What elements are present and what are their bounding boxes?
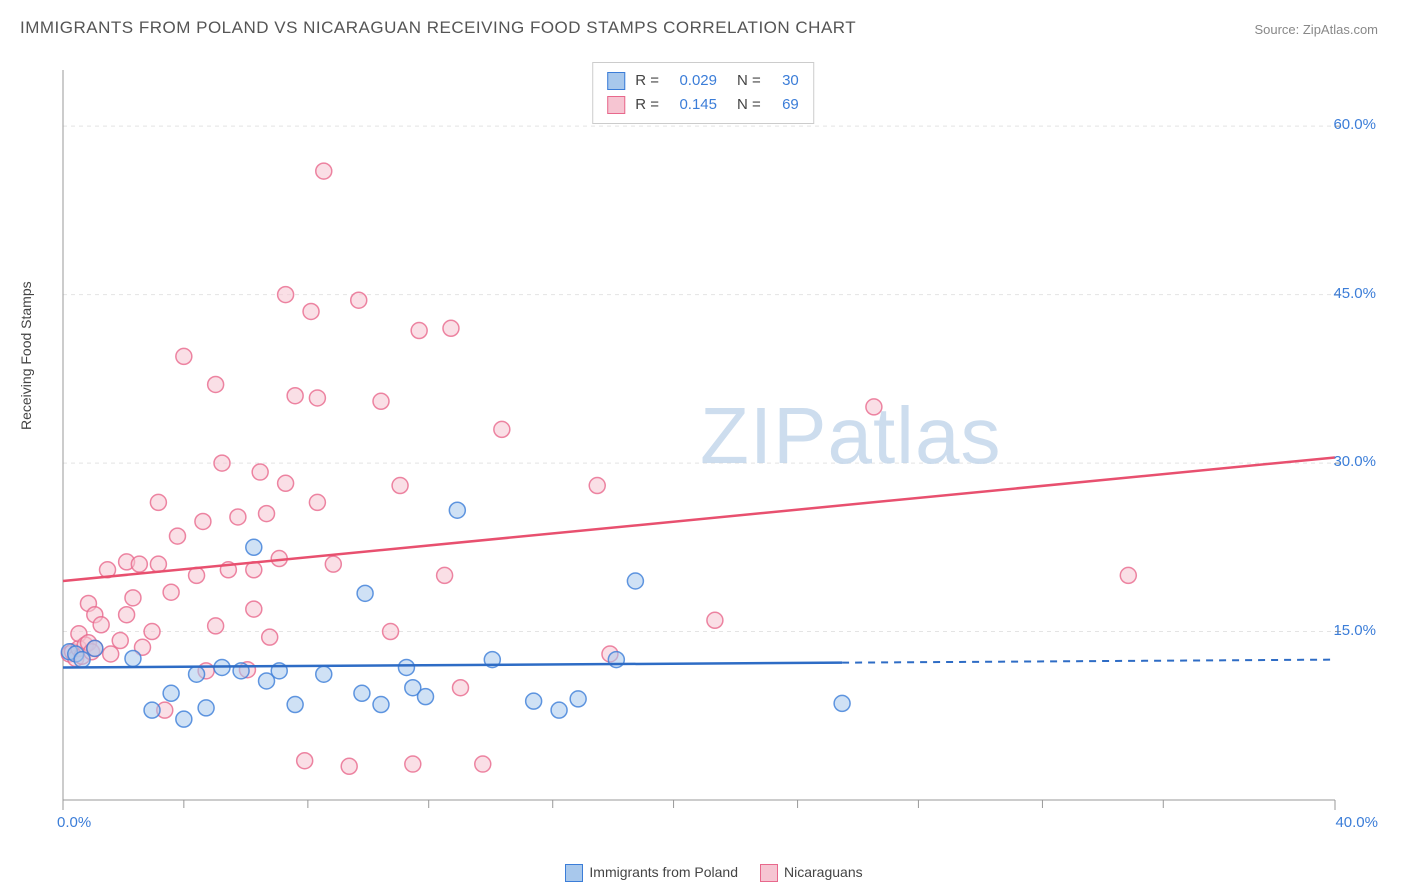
legend-stat-row: R = 0.029 N = 30 [607, 69, 799, 93]
chart-area [55, 60, 1355, 830]
stat-n-label: N = [737, 93, 761, 117]
legend-series-label: Immigrants from Poland [589, 864, 738, 880]
y-tick-label: 15.0% [1333, 622, 1376, 639]
correlation-legend: R = 0.029 N = 30 R = 0.145 N = 69 [592, 62, 814, 124]
legend-swatch [760, 864, 778, 882]
series-legend: Immigrants from Poland Nicaraguans [0, 864, 1406, 882]
stat-n-value: 30 [771, 69, 799, 93]
stat-n-value: 69 [771, 93, 799, 117]
y-tick-label: 60.0% [1333, 116, 1376, 133]
stat-r-label: R = [635, 93, 659, 117]
x-tick-label: 40.0% [1335, 814, 1378, 831]
y-tick-label: 30.0% [1333, 453, 1376, 470]
y-tick-label: 45.0% [1333, 285, 1376, 302]
x-tick-label: 0.0% [57, 814, 91, 831]
legend-series-label: Nicaraguans [784, 864, 863, 880]
stat-n-label: N = [737, 69, 761, 93]
stat-r-label: R = [635, 69, 659, 93]
legend-swatch [565, 864, 583, 882]
scatter-chart-svg [55, 60, 1355, 830]
source-attribution: Source: ZipAtlas.com [1254, 22, 1378, 37]
legend-swatch [607, 72, 625, 90]
y-axis-label: Receiving Food Stamps [18, 281, 34, 430]
stat-r-value: 0.145 [669, 93, 717, 117]
stat-r-value: 0.029 [669, 69, 717, 93]
chart-title: IMMIGRANTS FROM POLAND VS NICARAGUAN REC… [20, 18, 856, 38]
legend-stat-row: R = 0.145 N = 69 [607, 93, 799, 117]
legend-swatch [607, 96, 625, 114]
